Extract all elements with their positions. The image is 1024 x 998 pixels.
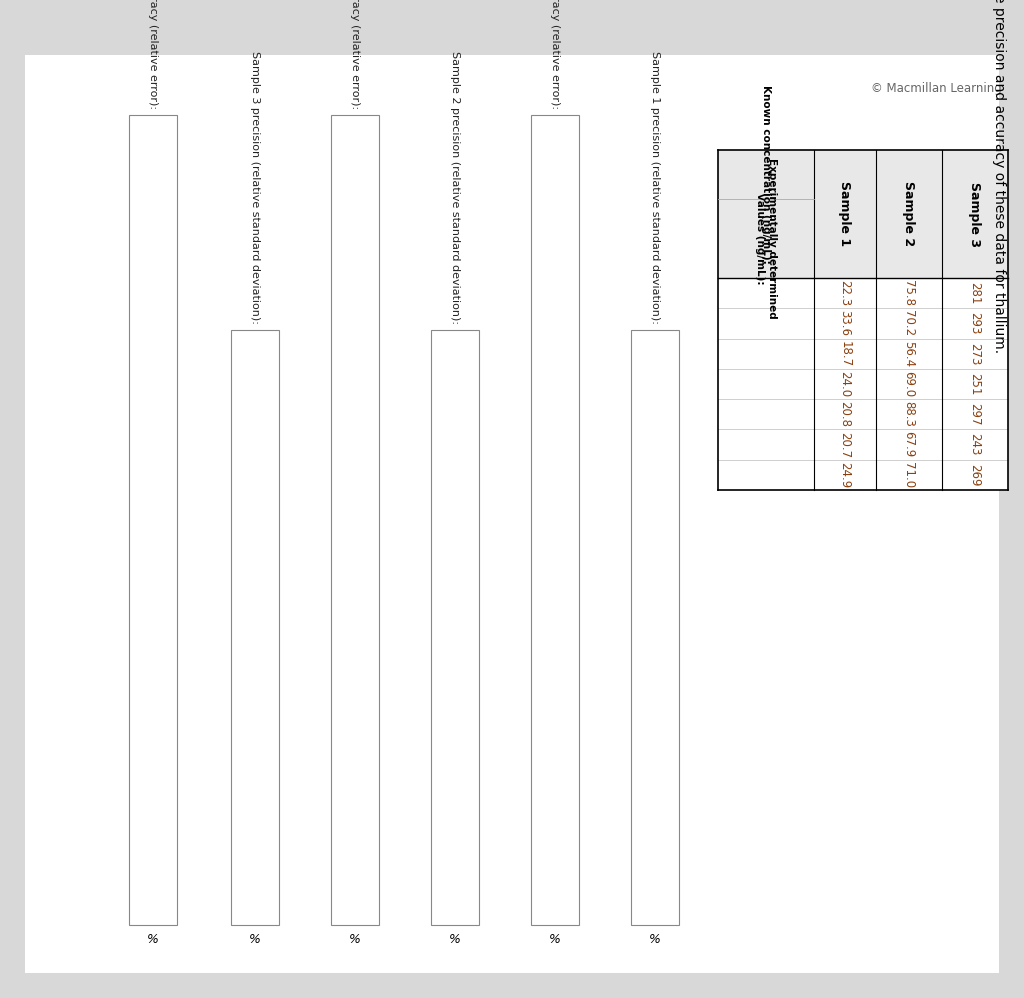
Bar [129, 115, 177, 925]
Text: 88.3: 88.3 [902, 401, 915, 427]
Text: Sample 1: Sample 1 [839, 182, 852, 247]
Text: %: % [249, 933, 261, 946]
Text: Determine the precision and accuracy of these data for thallium.: Determine the precision and accuracy of … [992, 0, 1006, 353]
Bar [531, 115, 579, 925]
Text: 297: 297 [969, 403, 981, 425]
Bar [631, 330, 679, 925]
Text: %: % [450, 933, 461, 946]
Text: 18.7: 18.7 [839, 340, 852, 367]
Bar [718, 150, 1008, 490]
Text: 71.0: 71.0 [902, 462, 915, 488]
Text: Sample 3 precision (relative standard deviation):: Sample 3 precision (relative standard de… [250, 51, 260, 324]
Bar [718, 150, 1008, 278]
Text: Sample 1 precision (relative standard deviation):: Sample 1 precision (relative standard de… [650, 51, 660, 324]
Text: 251: 251 [969, 373, 981, 395]
Text: 20.8: 20.8 [839, 401, 852, 427]
Text: 281: 281 [969, 282, 981, 304]
Text: 273: 273 [969, 342, 981, 365]
Text: 20.7: 20.7 [839, 431, 852, 458]
Text: 293: 293 [969, 312, 981, 334]
Text: %: % [549, 933, 561, 946]
Text: Known concentration (ng/mL):: Known concentration (ng/mL): [761, 85, 771, 263]
Text: 56.4: 56.4 [902, 340, 915, 367]
Text: Sample 2: Sample 2 [902, 182, 915, 247]
Text: 33.6: 33.6 [839, 310, 852, 336]
Text: 269: 269 [969, 464, 981, 486]
Text: %: % [147, 933, 159, 946]
Text: 24.0: 24.0 [839, 371, 852, 397]
Text: 67.9: 67.9 [902, 431, 915, 458]
Bar [331, 115, 379, 925]
Text: Sample 2 precision (relative standard deviation):: Sample 2 precision (relative standard de… [450, 51, 460, 324]
Text: 69.0: 69.0 [902, 371, 915, 397]
Text: 70.2: 70.2 [902, 310, 915, 336]
Text: %: % [349, 933, 360, 946]
Text: Sample 2 accuracy (relative error):: Sample 2 accuracy (relative error): [350, 0, 360, 109]
Bar [431, 330, 479, 925]
Text: Sample 3: Sample 3 [969, 182, 981, 247]
Text: Experimentally determined
values (ng/mL):: Experimentally determined values (ng/mL)… [755, 158, 777, 318]
Text: 24.9: 24.9 [839, 462, 852, 488]
Text: 75.8: 75.8 [902, 280, 915, 306]
Bar [231, 330, 279, 925]
Text: Sample 3 accuracy (relative error):: Sample 3 accuracy (relative error): [148, 0, 158, 109]
Text: %: % [649, 933, 660, 946]
Text: 243: 243 [969, 433, 981, 456]
Text: Sample 1 accuracy (relative error):: Sample 1 accuracy (relative error): [550, 0, 560, 109]
Text: 22.3: 22.3 [839, 280, 852, 306]
Text: © Macmillan Learning: © Macmillan Learning [871, 82, 1002, 95]
